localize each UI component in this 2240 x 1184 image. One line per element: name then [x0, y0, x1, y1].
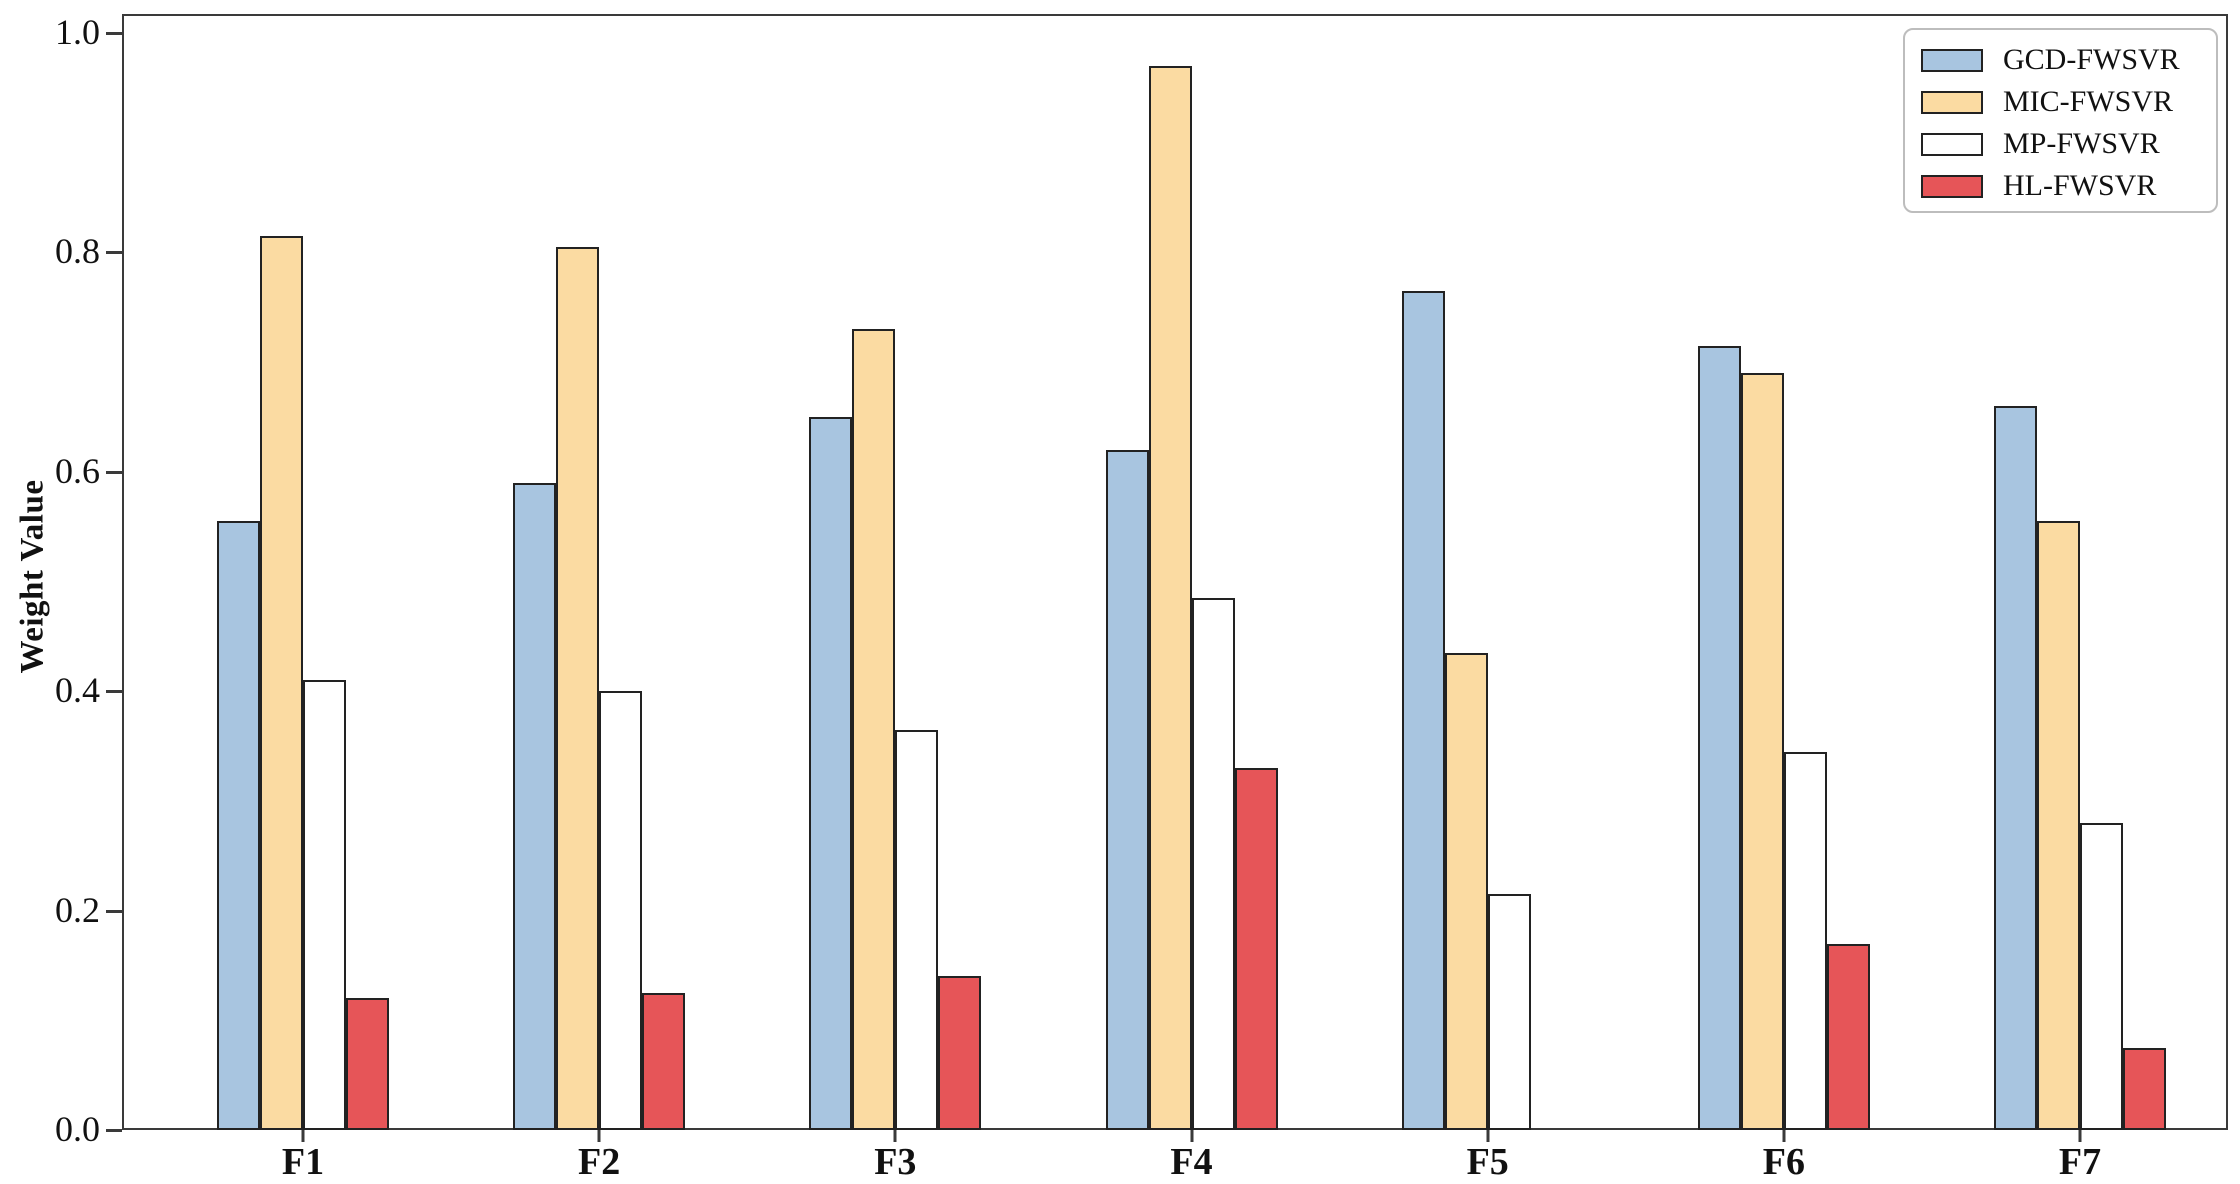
legend: GCD-FWSVR MIC-FWSVR MP-FWSVR HL-FWSVR [1903, 28, 2218, 213]
bar-gcd-f5 [1401, 290, 1445, 1130]
x-tick-label-f4: F4 [1170, 1141, 1213, 1183]
bar-hl-f1 [346, 998, 389, 1130]
x-tick-mark [2078, 1130, 2082, 1142]
x-tick-mark [1486, 1130, 1490, 1142]
x-tick-label-f6: F6 [1762, 1141, 1805, 1183]
y-tick-mark [106, 909, 122, 913]
bar-mp-f6 [1783, 751, 1827, 1130]
bar-gcd-f6 [1697, 345, 1741, 1130]
y-tick-label: 0.6 [55, 450, 100, 491]
x-tick-label-f3: F3 [874, 1141, 917, 1183]
legend-label: GCD-FWSVR [2003, 43, 2180, 76]
bar-mp-f1 [303, 680, 346, 1130]
x-tick-label-f1: F1 [281, 1141, 325, 1183]
bar-mp-f2 [599, 691, 643, 1130]
y-tick-mark [106, 690, 122, 694]
y-tick-label: 0.0 [55, 1109, 100, 1150]
bar-gcd-f4 [1105, 449, 1149, 1130]
y-tick-label: 0.2 [55, 889, 100, 930]
x-tick-label-f7: F7 [2058, 1141, 2102, 1183]
y-tick-mark [106, 470, 122, 474]
bar-mic-f4 [1148, 65, 1192, 1130]
bar-hl-f6 [1826, 943, 1870, 1130]
y-tick-mark [106, 251, 122, 255]
bar-hl-f7 [2123, 1047, 2167, 1130]
legend-label: HL-FWSVR [2003, 169, 2157, 202]
x-tick-label-f5: F5 [1466, 1141, 1509, 1183]
bar-mic-f6 [1740, 373, 1784, 1130]
legend-label: MIC-FWSVR [2003, 85, 2174, 118]
y-tick-label: 0.4 [55, 670, 100, 711]
x-tick-mark [597, 1130, 601, 1142]
bar-gcd-f1 [217, 521, 260, 1130]
bar-gcd-f3 [809, 416, 853, 1130]
legend-row: GCD-FWSVR [1921, 39, 2208, 81]
x-tick-mark [893, 1130, 897, 1142]
legend-row: MP-FWSVR [1921, 123, 2208, 165]
legend-row: MIC-FWSVR [1921, 81, 2208, 123]
legend-label: MP-FWSVR [2003, 127, 2160, 160]
bar-mic-f7 [2037, 521, 2081, 1130]
bar-mic-f2 [556, 246, 600, 1130]
x-tick-mark [1190, 1130, 1193, 1142]
bar-hl-f2 [642, 992, 686, 1130]
bar-gcd-f7 [1994, 405, 2038, 1130]
bar-mp-f7 [2080, 822, 2124, 1130]
y-tick-label: 1.0 [55, 12, 100, 53]
bar-mp-f3 [895, 729, 939, 1130]
y-tick-mark [106, 1129, 122, 1132]
bar-mic-f5 [1444, 652, 1488, 1130]
bar-hl-f4 [1234, 767, 1278, 1130]
x-tick-label-f2: F2 [578, 1141, 621, 1183]
bar-gcd-f2 [513, 482, 557, 1130]
y-tick-label: 0.8 [55, 231, 100, 272]
bar-mp-f4 [1191, 597, 1235, 1130]
y-tick-mark [106, 32, 122, 35]
bar-mic-f1 [260, 235, 303, 1130]
legend-swatch-icon [1921, 48, 1983, 72]
x-tick-mark [301, 1130, 305, 1142]
bar-hl-f3 [938, 976, 982, 1130]
bar-mic-f3 [852, 329, 896, 1130]
legend-swatch-icon [1921, 132, 1983, 156]
bar-mp-f5 [1487, 894, 1531, 1130]
legend-swatch-icon [1921, 174, 1983, 198]
legend-row: HL-FWSVR [1921, 165, 2208, 207]
legend-swatch-icon [1921, 90, 1983, 114]
x-tick-mark [1782, 1130, 1786, 1142]
